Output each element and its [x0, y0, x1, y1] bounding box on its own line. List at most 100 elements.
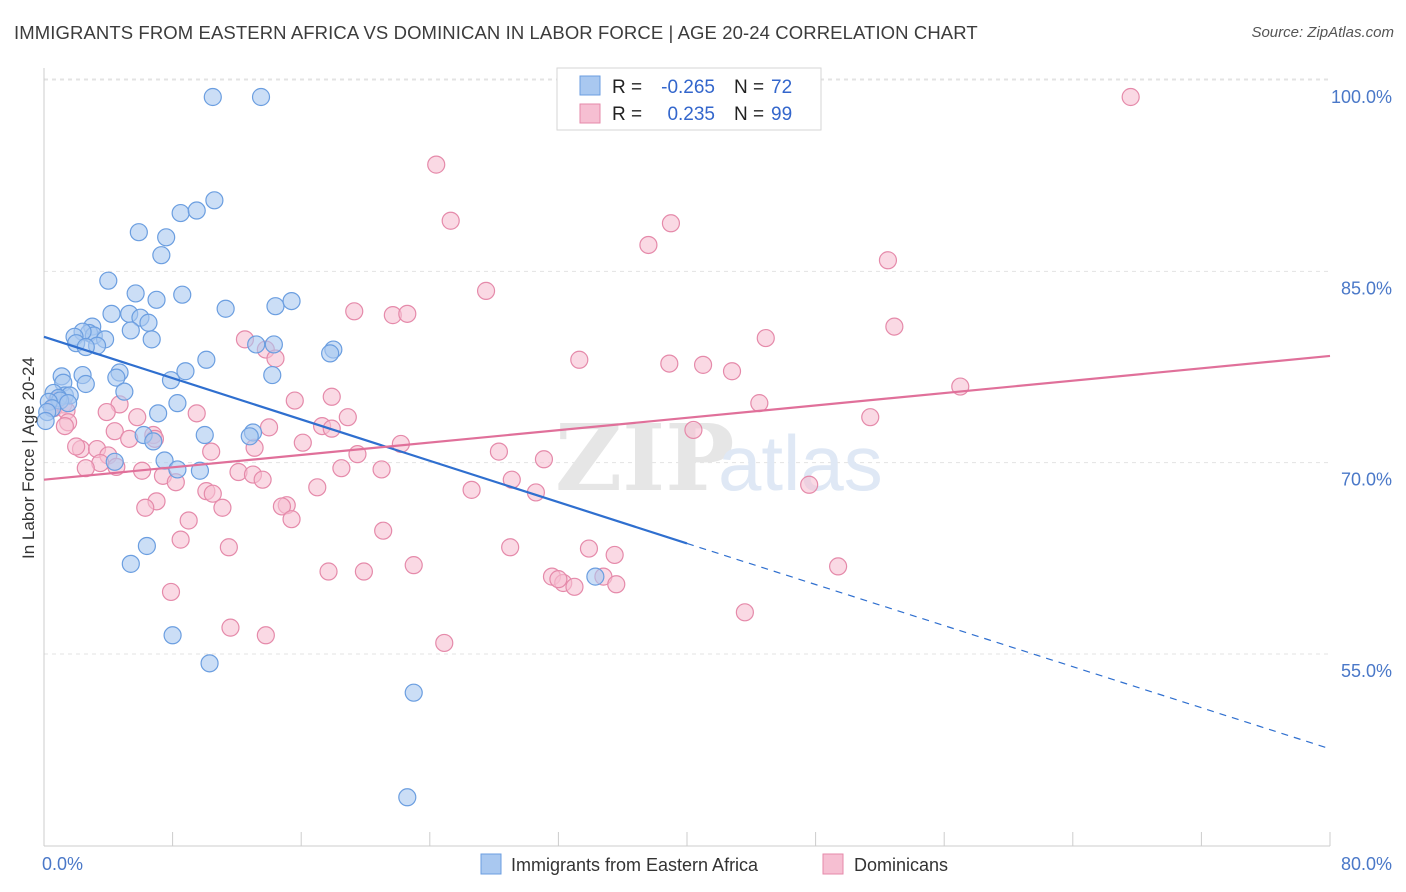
dominicans-point: [171, 530, 190, 549]
eastern-africa-point: [36, 411, 55, 431]
dominicans-point: [800, 475, 819, 494]
eastern-africa-trend-line: [43, 335, 688, 545]
dominicans-point: [256, 626, 275, 645]
trend-lines: [43, 335, 1331, 750]
stats-r-label-1: R =: [612, 77, 642, 98]
eastern-africa-point: [102, 304, 121, 323]
eastern-africa-point: [107, 368, 126, 387]
dominicans-point: [221, 618, 240, 637]
eastern-africa-point: [251, 87, 271, 107]
dominicans-point: [187, 404, 206, 423]
dominicans-point: [750, 394, 769, 413]
dominicans-point: [105, 422, 124, 441]
dominicans-point: [319, 562, 338, 581]
eastern-africa-point: [264, 335, 283, 354]
eastern-africa-point: [173, 285, 192, 304]
eastern-africa-point: [195, 425, 214, 445]
dominicans-point: [878, 251, 898, 270]
grid-lines: [44, 78, 1330, 655]
dominicans-point: [462, 480, 481, 499]
dominicans-point: [435, 633, 454, 653]
dominicans-point: [285, 391, 304, 410]
dominicans-point: [693, 355, 713, 374]
eastern-africa-point: [126, 284, 145, 303]
eastern-africa-point: [139, 313, 158, 332]
eastern-africa-point: [263, 365, 282, 385]
eastern-africa-point: [282, 291, 301, 311]
dominicans-point: [128, 408, 147, 427]
eastern-africa-point: [168, 394, 187, 413]
eastern-africa-point: [149, 404, 168, 423]
dominicans-point: [253, 470, 272, 489]
dominicans-point: [534, 450, 554, 469]
dominicans-point: [203, 484, 222, 503]
eastern-africa-trend-extension: [686, 542, 1331, 750]
dominicans-point: [441, 211, 460, 230]
eastern-africa-point: [398, 788, 417, 807]
dominicans-trend-line: [43, 354, 1331, 481]
stats-r-value-1: -0.265: [661, 77, 715, 98]
dominicans-point: [345, 302, 364, 321]
stats-n-value-2: 99: [771, 104, 792, 125]
dominicans-point: [565, 577, 584, 596]
dominicans-point: [684, 420, 703, 440]
dominicans-points: [44, 87, 1140, 653]
chart-source: Source: ZipAtlas.com: [1251, 24, 1394, 41]
eastern-africa-point: [152, 246, 171, 265]
chart-title: IMMIGRANTS FROM EASTERN AFRICA VS DOMINI…: [14, 22, 978, 43]
watermark-atlas: atlas: [718, 419, 883, 507]
dominicans-point: [427, 155, 446, 174]
dominicans-point: [338, 408, 357, 427]
eastern-africa-point: [168, 460, 187, 479]
dominicans-point: [549, 570, 568, 589]
stats-n-label-1: N =: [734, 77, 764, 98]
y-tick-labels: 55.0% 70.0% 85.0% 100.0%: [1331, 87, 1392, 681]
legend-label-dominicans: Dominicans: [854, 855, 948, 875]
eastern-africa-point: [200, 654, 219, 673]
eastern-africa-point: [586, 567, 605, 586]
eastern-africa-point: [137, 536, 156, 556]
dominicans-point: [476, 281, 496, 300]
stats-r-value-2: 0.235: [667, 104, 715, 125]
dominicans-point: [354, 562, 373, 581]
eastern-africa-point: [115, 382, 134, 401]
eastern-africa-point: [121, 321, 140, 340]
dominicans-point: [756, 328, 775, 348]
dominicans-point: [293, 433, 312, 452]
eastern-africa-point: [76, 374, 95, 394]
eastern-africa-point: [216, 299, 235, 318]
stats-n-label-2: N =: [734, 104, 764, 125]
stats-swatch-pink: [579, 103, 601, 124]
dominicans-point: [202, 442, 221, 461]
eastern-africa-point: [240, 427, 259, 446]
y-axis-label: In Labor Force | Age 20-24: [19, 357, 38, 559]
legend-swatch-eastern-africa: [480, 853, 502, 875]
eastern-africa-point: [129, 223, 148, 242]
eastern-africa-point: [266, 297, 285, 316]
eastern-africa-point: [404, 683, 423, 702]
dominicans-point: [404, 556, 423, 575]
stats-r-label-2: R =: [612, 104, 642, 125]
dominicans-point: [735, 603, 754, 622]
dominicans-point: [97, 402, 116, 422]
eastern-africa-point: [144, 432, 163, 451]
eastern-africa-point: [171, 203, 190, 223]
legend-swatch-dominicans: [822, 853, 844, 875]
y-tick-label-85: 85.0%: [1341, 278, 1392, 298]
stats-swatch-blue: [579, 75, 601, 96]
stats-box: R = -0.265 N = 72 R = 0.235 N = 99: [556, 67, 822, 131]
legend-label-eastern-africa: Immigrants from Eastern Africa: [511, 855, 759, 875]
eastern-africa-point: [187, 201, 206, 220]
dominicans-point: [213, 498, 232, 517]
y-tick-label-55: 55.0%: [1341, 661, 1392, 681]
eastern-africa-point: [105, 452, 124, 471]
eastern-africa-point: [121, 554, 140, 573]
dominicans-point: [829, 557, 848, 576]
dominicans-point: [489, 442, 509, 461]
eastern-africa-point: [321, 344, 340, 363]
eastern-africa-point: [190, 461, 210, 480]
watermark: ZIP atlas: [555, 404, 883, 512]
y-tick-label-100: 100.0%: [1331, 87, 1392, 107]
dominicans-point: [605, 545, 624, 565]
dominicans-point: [161, 582, 181, 602]
